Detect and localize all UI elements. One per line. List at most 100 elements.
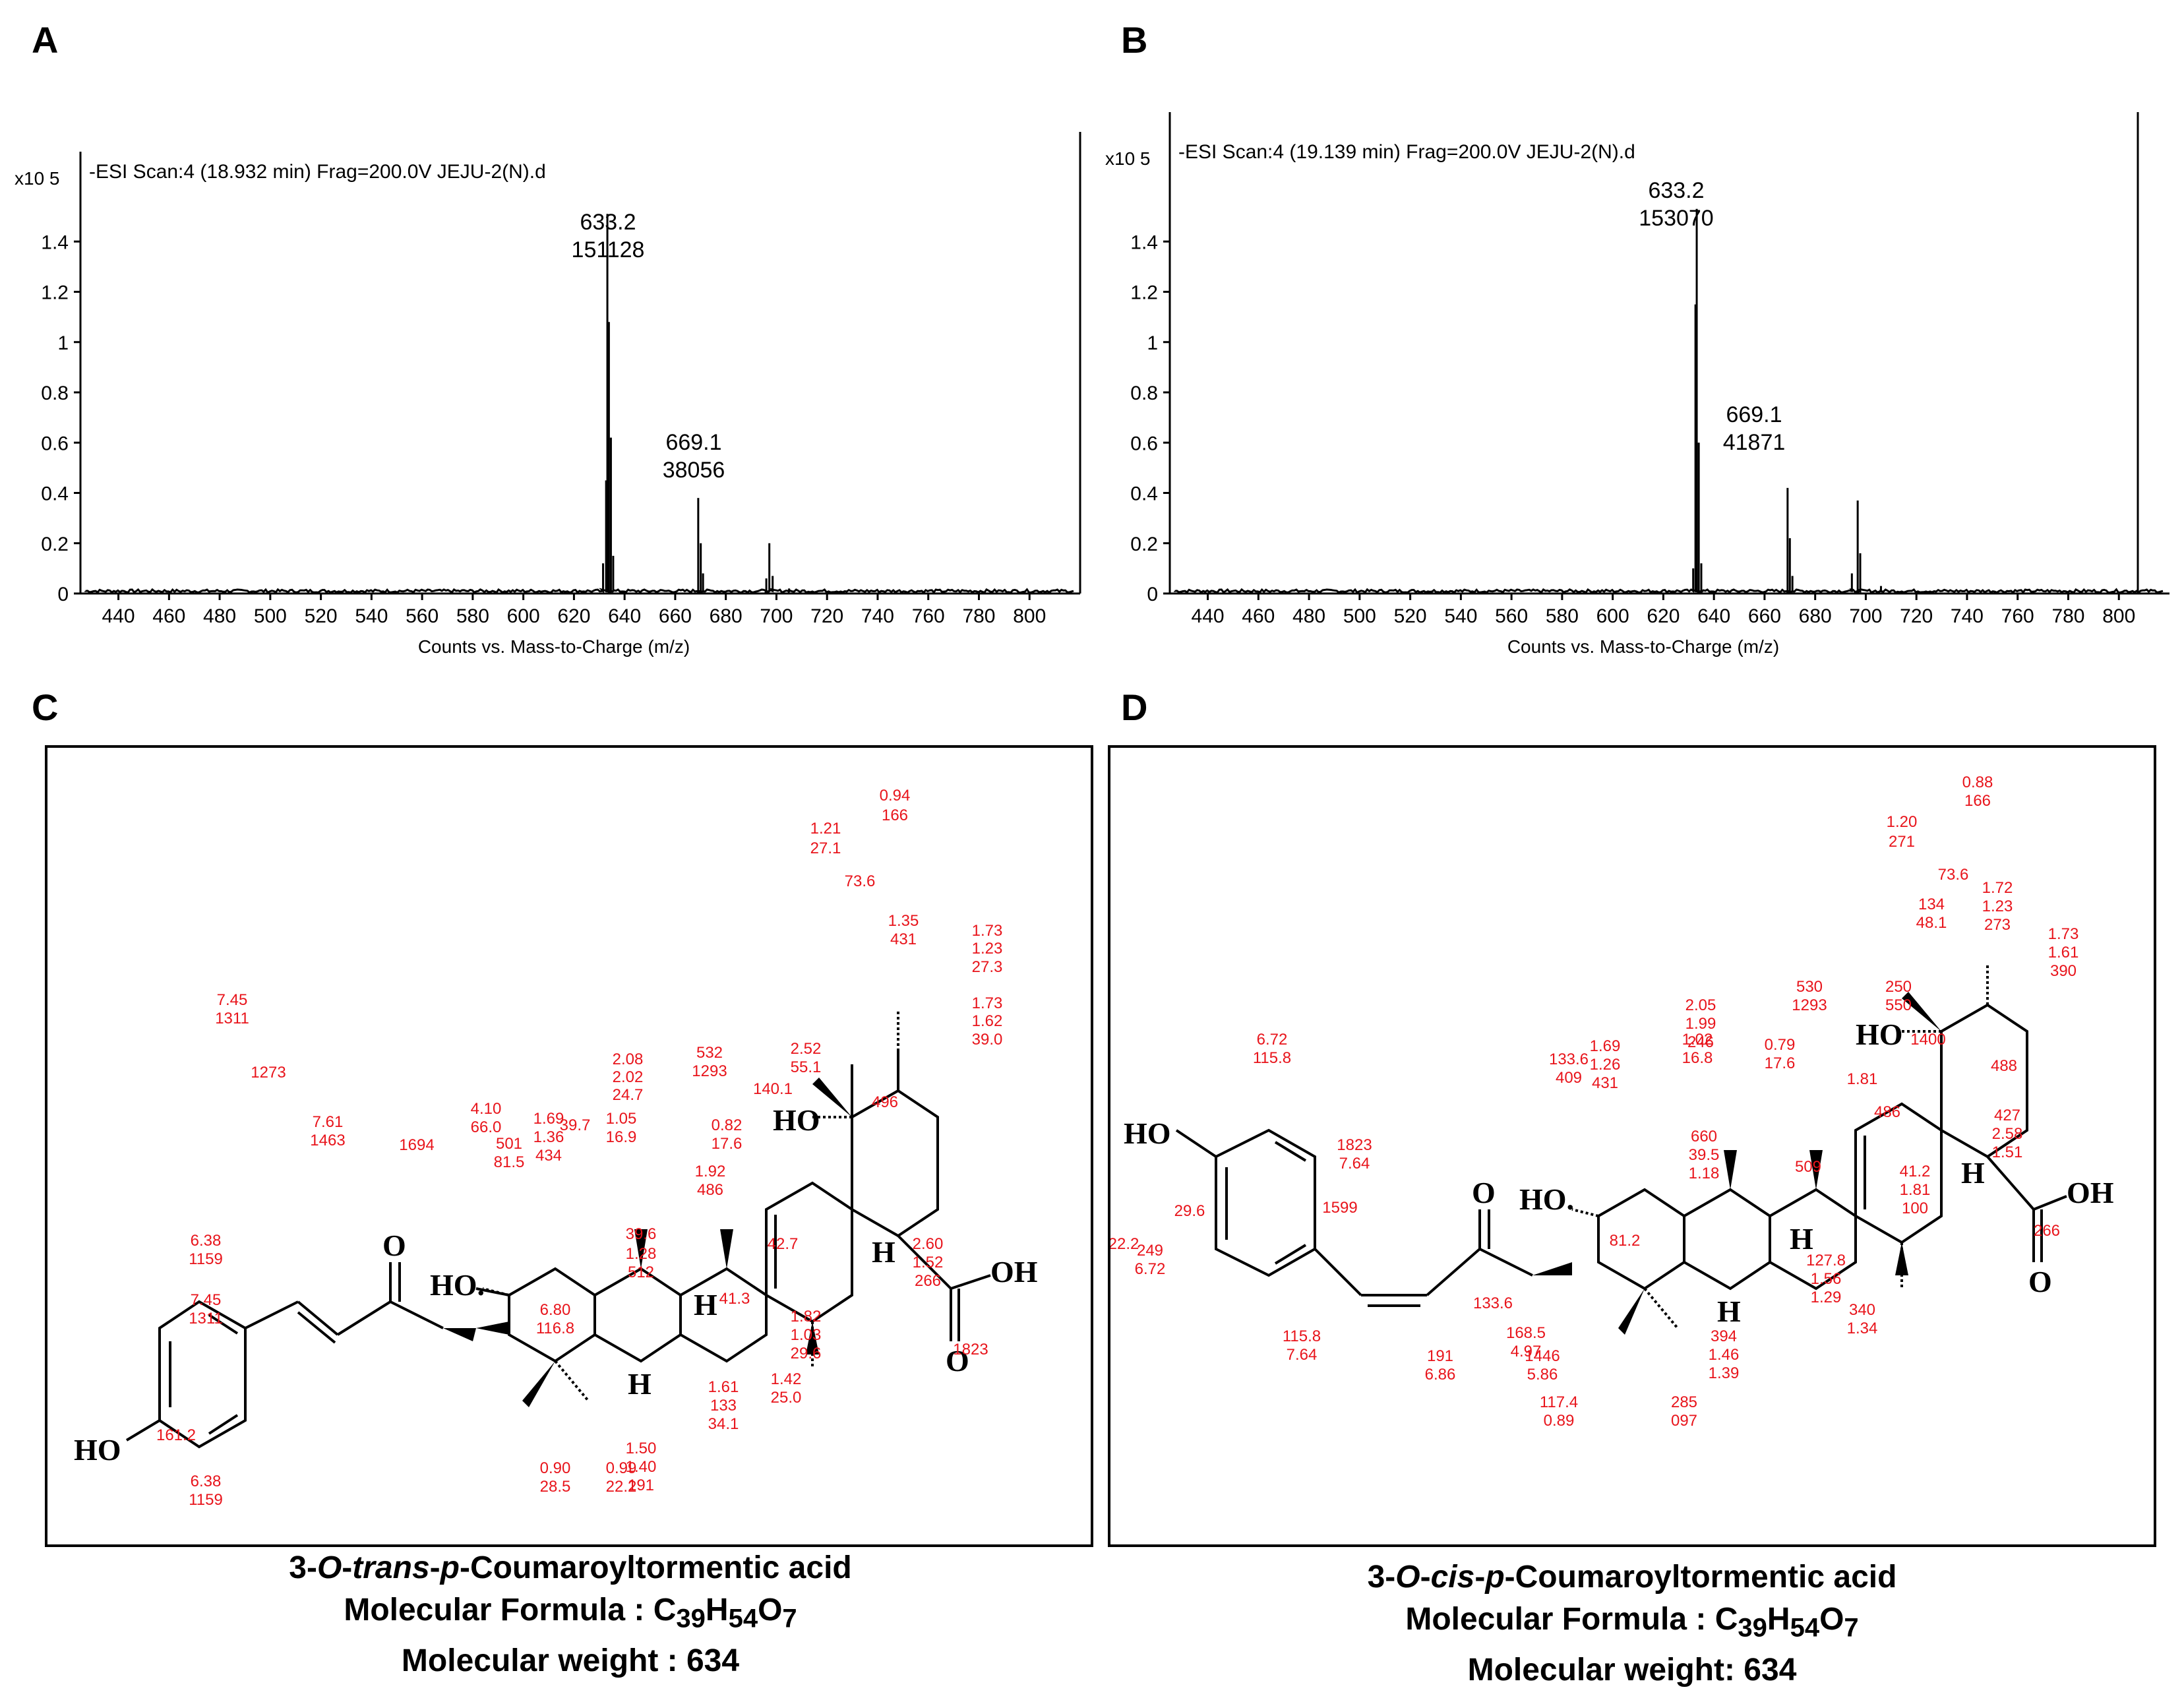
atom-label-ho: HO [1856, 1018, 1903, 1051]
nmr-shift-label: 1.21 [810, 820, 841, 837]
nmr-shift-label: 34.1 [708, 1415, 739, 1433]
nmr-shift-label: 431 [890, 930, 917, 948]
x-tick-label: 500 [254, 605, 287, 627]
nmr-shift-label: 1.05 [606, 1110, 637, 1128]
nmr-shift-label: 1823 [1337, 1136, 1372, 1154]
molecular-weight: Molecular weight: 634 [1467, 1652, 1797, 1688]
nmr-shift-label: 273 [1984, 916, 2011, 934]
nmr-shift-label: 1400 [1910, 1031, 1945, 1049]
nmr-shift-label: 166 [882, 806, 908, 824]
nmr-shift-label: 434 [535, 1147, 562, 1165]
peak1-count: 151128 [572, 237, 645, 262]
atom-label-h: H [1790, 1222, 1813, 1256]
peak1-mz: 633.2 [1648, 178, 1704, 203]
atom-label-o: O [2028, 1265, 2052, 1298]
x-tick-label: 560 [1495, 605, 1528, 627]
nmr-shift-label: 1823 [953, 1341, 988, 1358]
nmr-shift-label: 133.6 [1549, 1050, 1589, 1068]
nmr-shift-label: 1159 [189, 1491, 223, 1509]
structure-box-d: HO HO. HO OH O O H H H 0.88 166 1.20 271 73.… [1108, 745, 2156, 1547]
nmr-shift-label: 1.73 [972, 922, 1003, 940]
y-tick-label: 1.4 [41, 231, 69, 253]
nmr-shift-label: 1.99 [1685, 1015, 1716, 1033]
nmr-shift-label: 73.6 [1938, 866, 1969, 884]
x-tick-label: 800 [2102, 605, 2135, 627]
nmr-shift-label: 41.2 [1900, 1163, 1931, 1180]
x-tick-label: 740 [1951, 605, 1984, 627]
nmr-shift-label: 81.2 [1610, 1232, 1641, 1250]
nmr-shift-label: 1159 [189, 1250, 223, 1268]
nmr-shift-label: 1.46 [1709, 1346, 1740, 1364]
x-tick-label: 440 [1192, 605, 1225, 627]
y-tick-label: 0.6 [41, 433, 69, 454]
nmr-shift-label: 1.34 [1847, 1320, 1878, 1337]
nmr-shift-label: 48.1 [1916, 914, 1947, 932]
nmr-shift-label: 0.94 [880, 787, 911, 805]
nmr-shift-label: 4.10 [471, 1100, 502, 1118]
y-tick-label: 1.4 [1130, 231, 1158, 253]
nmr-shift-label: 6.72 [1135, 1260, 1166, 1278]
x-tick-label: 520 [305, 605, 338, 627]
nmr-shift-label: 73.6 [845, 872, 876, 890]
nmr-shift-label: 486 [697, 1181, 723, 1199]
nmr-shift-label: 39.7 [560, 1116, 591, 1134]
atom-label-o: O [946, 1344, 969, 1378]
y-tick-label: 0.2 [1130, 533, 1158, 555]
nmr-shift-label: 1.62 [972, 1012, 1003, 1030]
x-tick-label: 600 [1596, 605, 1629, 627]
x-tick-label: 480 [203, 605, 236, 627]
atom-label-ho: HO. [430, 1268, 485, 1302]
nmr-shift-label: 266 [2034, 1222, 2060, 1240]
x-tick-label: 700 [760, 605, 793, 627]
y-tick-label: 0.2 [41, 533, 69, 555]
nmr-shift-label: 1.03 [791, 1326, 822, 1344]
nmr-shift-label: 1.20 [1887, 813, 1918, 831]
nmr-shift-label: 486 [1874, 1103, 1900, 1121]
y-tick-label: 0.8 [1130, 382, 1158, 404]
panel-letter-d: D [1121, 686, 1148, 728]
x-tick-label: 680 [710, 605, 743, 627]
x-tick-label: 700 [1849, 605, 1882, 627]
y-tick-label: 1 [57, 332, 69, 354]
atom-label-ho: HO [1124, 1116, 1171, 1150]
nmr-shift-label: 115.8 [1253, 1049, 1291, 1067]
y-tick-label: 0.4 [41, 483, 69, 505]
x-tick-label: 460 [152, 605, 185, 627]
nmr-shift-label: 7.45 [217, 991, 248, 1009]
nmr-shift-label: 1.61 [708, 1378, 739, 1396]
x-axis-label: Counts vs. Mass-to-Charge (m/z) [418, 636, 690, 657]
panel-letter-c: C [32, 686, 59, 728]
peak2-count: 41871 [1723, 430, 1786, 455]
nmr-shift-label: 6.72 [1257, 1031, 1288, 1049]
nmr-shift-label: 39.5 [1689, 1146, 1720, 1164]
nmr-shift-label: 509 [1795, 1158, 1821, 1176]
atom-label-oh: OH [2067, 1176, 2114, 1209]
nmr-shift-label: 1273 [251, 1064, 286, 1081]
nmr-shift-label: 1.35 [888, 912, 919, 930]
nmr-shift-label: 1.69 [1590, 1037, 1621, 1055]
y-tick-label: 1.2 [1130, 282, 1158, 304]
x-tick-label: 620 [557, 605, 590, 627]
nmr-shift-label: 431 [1592, 1074, 1618, 1092]
nmr-shift-label: 133.6 [1473, 1294, 1513, 1312]
nmr-shift-label: 28.5 [540, 1478, 571, 1496]
nmr-shift-label: 1.28 [626, 1245, 657, 1263]
nmr-shift-label: 1.52 [913, 1254, 944, 1271]
y-tick-label: 0 [57, 584, 69, 605]
nmr-shift-label: 1293 [692, 1062, 727, 1080]
y-tick-label: 1.2 [41, 282, 69, 304]
nmr-shift-label: 285 [1671, 1393, 1697, 1411]
nmr-shift-label: 39.6 [626, 1225, 657, 1243]
nmr-shift-label: 2.58 [1992, 1125, 2023, 1143]
molecular-weight: Molecular weight : 634 [401, 1643, 740, 1678]
nmr-shift-label: 81.5 [494, 1153, 525, 1171]
molecular-formula: Molecular Formula : C39H54O7 [1405, 1602, 1859, 1643]
nmr-shift-label: 166 [1964, 792, 1991, 810]
molecular-formula: Molecular Formula : C39H54O7 [344, 1593, 797, 1633]
nmr-shift-label: 1.81 [1847, 1070, 1878, 1088]
nmr-shift-label: 1293 [1792, 996, 1827, 1014]
nmr-shift-label: 0.82 [712, 1116, 743, 1134]
atom-label-h: H [872, 1235, 895, 1269]
x-tick-label: 800 [1013, 605, 1046, 627]
